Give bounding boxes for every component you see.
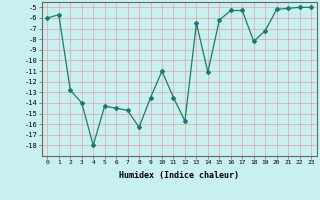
X-axis label: Humidex (Indice chaleur): Humidex (Indice chaleur) — [119, 171, 239, 180]
